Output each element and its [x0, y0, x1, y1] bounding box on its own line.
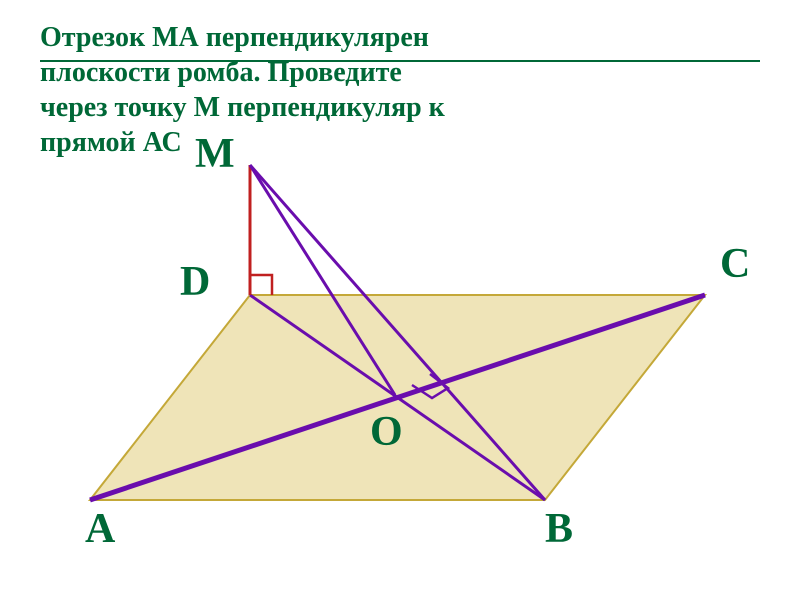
geometry-diagram [0, 0, 800, 600]
label-A: A [85, 505, 115, 553]
label-O: O [370, 408, 403, 456]
label-C: C [720, 240, 750, 288]
label-D: D [180, 258, 210, 306]
label-B: B [545, 505, 573, 553]
right-angle-D [250, 275, 272, 295]
label-M: М [195, 130, 235, 178]
